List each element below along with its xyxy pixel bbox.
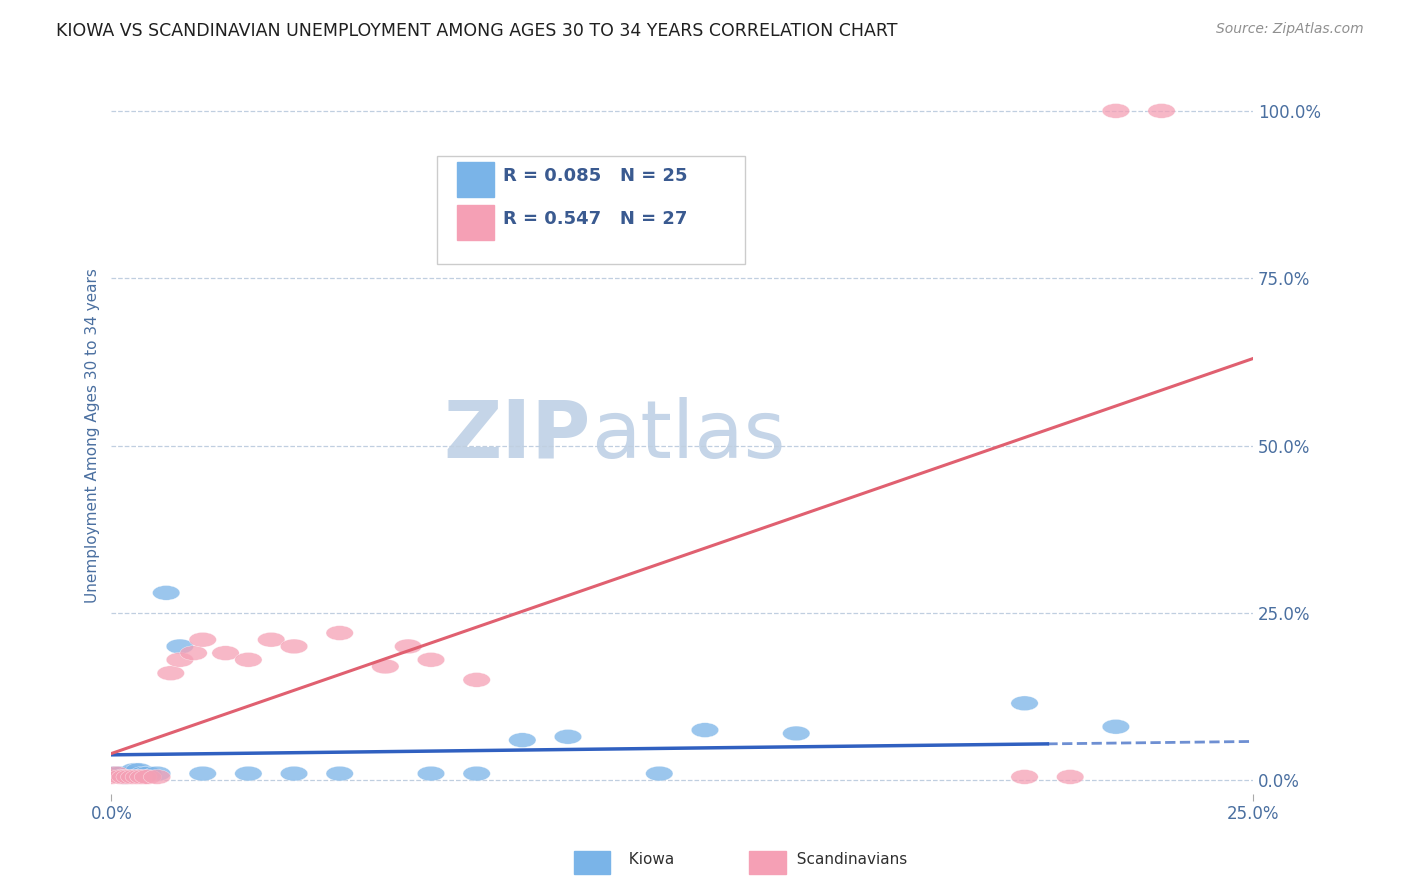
Ellipse shape <box>129 770 157 784</box>
Ellipse shape <box>1011 696 1038 711</box>
Text: Kiowa: Kiowa <box>619 853 673 867</box>
Ellipse shape <box>134 766 162 781</box>
Ellipse shape <box>125 763 152 778</box>
Ellipse shape <box>257 632 285 647</box>
Ellipse shape <box>280 639 308 654</box>
Ellipse shape <box>97 770 125 784</box>
Ellipse shape <box>111 770 139 784</box>
Text: R = 0.085   N = 25: R = 0.085 N = 25 <box>503 168 688 186</box>
Ellipse shape <box>143 766 170 781</box>
Ellipse shape <box>121 770 148 784</box>
Ellipse shape <box>554 730 582 744</box>
Ellipse shape <box>418 652 444 667</box>
Ellipse shape <box>103 766 129 781</box>
Ellipse shape <box>129 766 157 781</box>
Ellipse shape <box>645 766 673 781</box>
Ellipse shape <box>1147 103 1175 119</box>
Ellipse shape <box>371 659 399 673</box>
Ellipse shape <box>166 652 194 667</box>
Ellipse shape <box>1102 719 1129 734</box>
Y-axis label: Unemployment Among Ages 30 to 34 years: Unemployment Among Ages 30 to 34 years <box>86 268 100 603</box>
Ellipse shape <box>692 723 718 738</box>
Ellipse shape <box>395 639 422 654</box>
Ellipse shape <box>235 652 262 667</box>
Ellipse shape <box>1056 770 1084 784</box>
Ellipse shape <box>180 646 207 660</box>
Ellipse shape <box>235 766 262 781</box>
Ellipse shape <box>143 770 170 784</box>
FancyBboxPatch shape <box>457 162 494 197</box>
Text: Scandinavians: Scandinavians <box>787 853 908 867</box>
Ellipse shape <box>134 770 162 784</box>
Ellipse shape <box>280 766 308 781</box>
Ellipse shape <box>188 766 217 781</box>
Ellipse shape <box>1011 770 1038 784</box>
Ellipse shape <box>1102 103 1129 119</box>
Ellipse shape <box>103 766 129 781</box>
Ellipse shape <box>212 646 239 660</box>
Ellipse shape <box>326 625 353 640</box>
Ellipse shape <box>509 732 536 747</box>
Text: KIOWA VS SCANDINAVIAN UNEMPLOYMENT AMONG AGES 30 TO 34 YEARS CORRELATION CHART: KIOWA VS SCANDINAVIAN UNEMPLOYMENT AMONG… <box>56 22 898 40</box>
Ellipse shape <box>97 766 125 781</box>
Ellipse shape <box>166 639 194 654</box>
Ellipse shape <box>157 665 184 681</box>
Ellipse shape <box>783 726 810 740</box>
Ellipse shape <box>125 770 152 784</box>
Text: R = 0.547   N = 27: R = 0.547 N = 27 <box>503 211 688 228</box>
Ellipse shape <box>188 632 217 647</box>
Ellipse shape <box>107 770 134 784</box>
Ellipse shape <box>152 585 180 600</box>
FancyBboxPatch shape <box>437 156 745 264</box>
Ellipse shape <box>463 766 491 781</box>
Ellipse shape <box>418 766 444 781</box>
Ellipse shape <box>115 770 143 784</box>
Ellipse shape <box>463 673 491 687</box>
Ellipse shape <box>326 766 353 781</box>
FancyBboxPatch shape <box>457 205 494 240</box>
Ellipse shape <box>107 766 134 781</box>
Ellipse shape <box>115 766 143 781</box>
Text: atlas: atlas <box>591 397 785 475</box>
Text: ZIP: ZIP <box>443 397 591 475</box>
Text: Source: ZipAtlas.com: Source: ZipAtlas.com <box>1216 22 1364 37</box>
Ellipse shape <box>111 770 139 784</box>
Ellipse shape <box>121 763 148 778</box>
